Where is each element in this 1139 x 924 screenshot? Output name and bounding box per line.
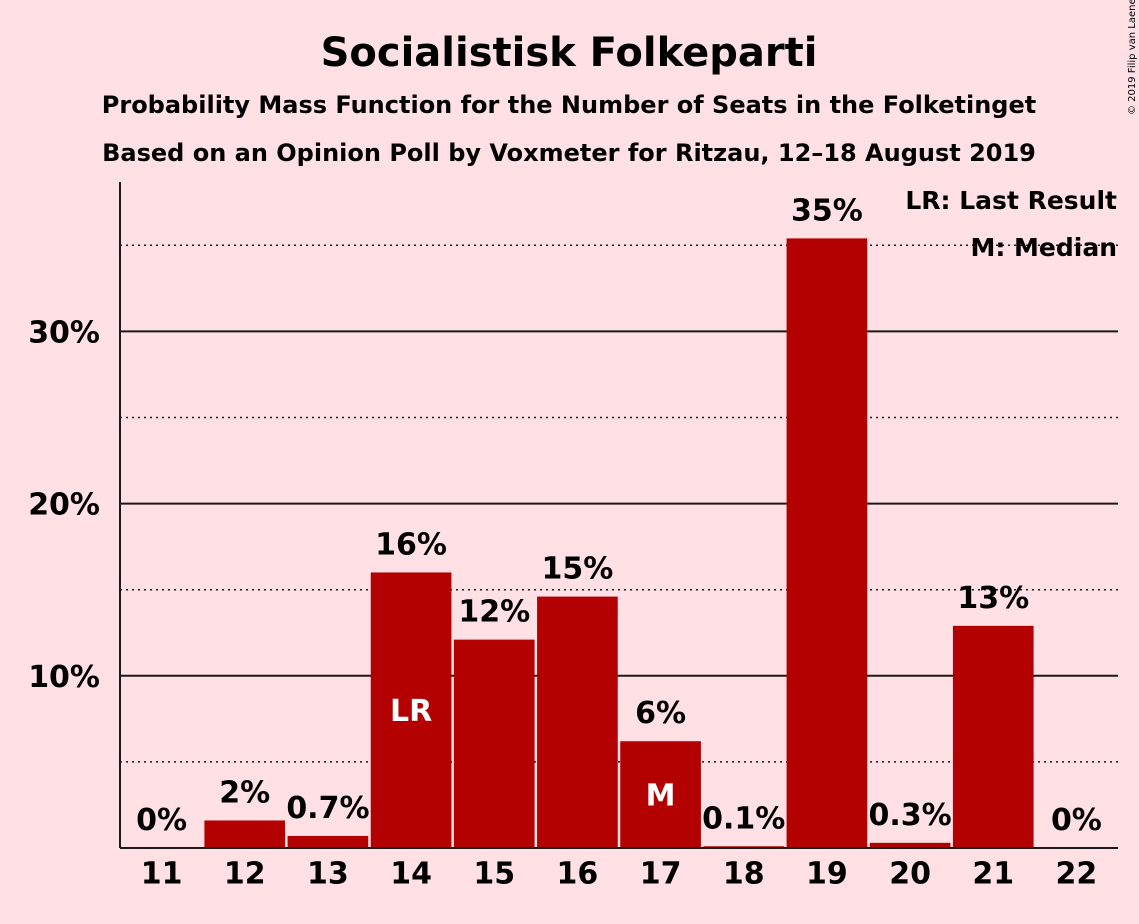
bar-12 (204, 820, 286, 848)
x-tick-label: 11 (141, 857, 183, 892)
x-tick-label: 22 (1056, 857, 1098, 892)
gridlines (120, 244, 1118, 763)
legend-median: M: Median (970, 233, 1117, 262)
y-tick-label: 10% (28, 660, 100, 695)
x-tick-label: 21 (972, 857, 1014, 892)
x-tick-label: 17 (640, 857, 682, 892)
bar-17 (620, 741, 701, 848)
bar-value-label: 0% (136, 803, 187, 838)
bar-value-label: 0% (1051, 803, 1102, 838)
chart-source-subtitle: Based on an Opinion Poll by Voxmeter for… (102, 139, 1036, 167)
y-tick-label: 30% (28, 315, 100, 350)
x-tick-label: 14 (390, 857, 432, 892)
bar-value-label: 35% (791, 193, 863, 228)
bar-value-label: 2% (219, 775, 270, 810)
bar-value-label: 0.7% (286, 791, 369, 826)
bar-20 (869, 842, 951, 848)
chart-title: Socialistisk Folkeparti (321, 30, 818, 76)
bar-21 (952, 625, 1034, 848)
bar-19 (786, 238, 868, 849)
copyright-note: © 2019 Filip van Laenen (1127, 0, 1138, 115)
axes: 10% 20% 30% 11 12 13 14 15 16 17 18 19 20 21 22 (28, 182, 1118, 892)
x-tick-label: 18 (723, 857, 765, 892)
legend-last-result: LR: Last Result (905, 186, 1117, 215)
x-tick-label: 15 (473, 857, 515, 892)
x-tick-label: 12 (224, 857, 266, 892)
bar-16 (537, 596, 618, 848)
y-tick-label: 20% (28, 488, 100, 523)
bar-value-label: 0.3% (868, 798, 951, 833)
x-tick-label: 16 (557, 857, 599, 892)
bar-value-label: 13% (957, 581, 1029, 616)
x-tick-label: 19 (806, 857, 848, 892)
bar-value-label: 6% (635, 696, 686, 731)
last-result-marker: LR (390, 694, 432, 729)
bar-13 (287, 835, 369, 848)
x-tick-label: 13 (307, 857, 349, 892)
x-tick-label: 20 (889, 857, 931, 892)
median-marker: M (646, 779, 676, 814)
legend: LR: Last Result M: Median (905, 186, 1117, 262)
bar-15 (453, 639, 535, 848)
bar-14 (370, 572, 452, 848)
bar-value-label: 16% (375, 527, 447, 562)
bar-value-label: 15% (542, 552, 614, 587)
chart-subtitle: Probability Mass Function for the Number… (102, 91, 1036, 119)
bars: 0% 2% 0.7% 16% 12% 15% 6% 0.1% 35% 0.3% 13% 0% LR M (136, 193, 1102, 849)
bar-value-label: 0.1% (702, 801, 785, 836)
bar-value-label: 12% (458, 595, 530, 630)
